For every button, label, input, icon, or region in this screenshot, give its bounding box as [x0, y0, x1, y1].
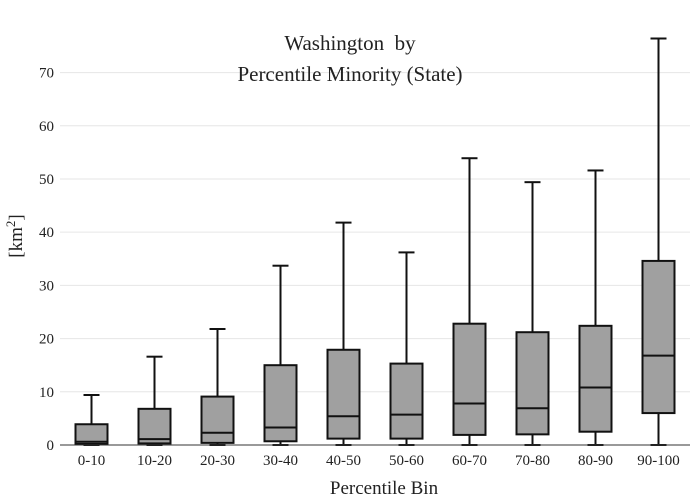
iqr-box	[74, 423, 109, 445]
y-tick-label-10: 10	[39, 385, 54, 401]
iqr-box	[200, 395, 235, 444]
box-0-10	[74, 393, 109, 446]
iqr-box	[515, 331, 550, 436]
x-tick-label-70-80: 70-80	[515, 453, 550, 469]
box-80-90	[578, 169, 613, 446]
y-tick-label-40: 40	[39, 225, 54, 241]
iqr-box	[452, 322, 487, 436]
x-tick-label-80-90: 80-90	[578, 453, 613, 469]
y-axis-label: [km2]	[3, 214, 27, 257]
y-tick-label-30: 30	[39, 278, 54, 294]
x-axis-label: Percentile Bin	[330, 478, 439, 499]
box-40-50	[326, 221, 361, 446]
iqr-box	[263, 364, 298, 443]
iqr-box	[578, 324, 613, 433]
tick-labels: 0 10 20 30 40 50 60 70 0-10 10-20 20-30 30-40 40-50 5…	[39, 66, 680, 469]
x-tick-label-90-100: 90-100	[637, 453, 680, 469]
y-tick-label-60: 60	[39, 119, 54, 135]
iqr-box	[389, 362, 424, 440]
box-70-80	[515, 181, 550, 446]
x-tick-label-50-60: 50-60	[389, 453, 424, 469]
x-tick-label-10-20: 10-20	[137, 453, 172, 469]
iqr-box	[641, 259, 676, 415]
iqr-box	[326, 348, 361, 440]
y-tick-label-70: 70	[39, 66, 54, 82]
y-axis-label-close: ]	[6, 214, 27, 220]
y-tick-label-50: 50	[39, 172, 54, 188]
box-60-70	[452, 157, 487, 446]
x-tick-label-0-10: 0-10	[78, 453, 106, 469]
y-axis-label-superscript: 2	[3, 221, 18, 228]
box-10-20	[137, 355, 172, 446]
x-tick-label-30-40: 30-40	[263, 453, 298, 469]
y-axis-label-unit: [km	[6, 227, 27, 258]
box-30-40	[263, 264, 298, 446]
box-20-30	[200, 328, 235, 446]
iqr-box	[137, 407, 172, 445]
box-90-100	[641, 37, 676, 446]
chart-title-line-2: Percentile Minority (State)	[237, 62, 462, 86]
x-tick-label-40-50: 40-50	[326, 453, 361, 469]
gridlines	[60, 72, 690, 393]
y-tick-label-0: 0	[47, 438, 55, 454]
box-50-60	[389, 251, 424, 446]
x-tick-label-60-70: 60-70	[452, 453, 487, 469]
y-tick-label-20: 20	[39, 332, 54, 348]
chart-title-line-1: Washington by	[284, 31, 416, 55]
box-series	[74, 37, 676, 446]
x-tick-label-20-30: 20-30	[200, 453, 235, 469]
